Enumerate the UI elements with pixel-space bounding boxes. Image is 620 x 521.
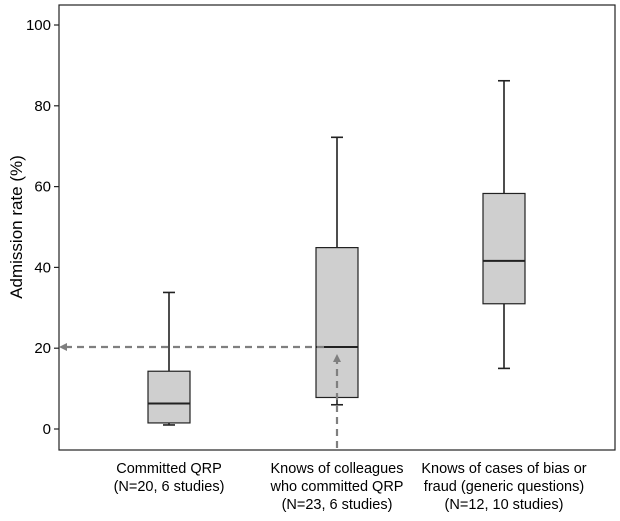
box-group-1 — [147, 291, 191, 426]
x-label-2-line-3: (N=23, 6 studies) — [282, 497, 393, 513]
y-axis-label: Admission rate (%) — [7, 155, 26, 299]
plot-frame — [58, 4, 616, 451]
y-tick-label-100: 100 — [26, 17, 51, 34]
y-tick-label-40: 40 — [34, 259, 51, 276]
x-label-3-line-1: Knows of cases of bias or — [421, 461, 586, 477]
y-tick-label-80: 80 — [34, 98, 51, 115]
y-tick-label-20: 20 — [34, 340, 51, 357]
box — [147, 370, 191, 424]
annotation-arrows — [59, 342, 341, 448]
x-label-2-line-2: who committed QRP — [270, 479, 404, 495]
box — [482, 192, 526, 305]
y-axis: 0 20 40 60 80 100 — [26, 17, 59, 438]
boxes-layer — [147, 79, 526, 426]
x-label-3-line-2: fraud (generic questions) — [424, 479, 584, 495]
x-label-1-line-1: Committed QRP — [116, 461, 222, 477]
y-tick-label-0: 0 — [43, 421, 51, 438]
x-label-2-line-1: Knows of colleagues — [271, 461, 404, 477]
box-group-2 — [315, 136, 359, 406]
y-tick-label-60: 60 — [34, 179, 51, 196]
x-label-3-line-3: (N=12, 10 studies) — [445, 497, 564, 513]
box-group-3 — [482, 79, 526, 370]
x-axis-labels: Committed QRP (N=20, 6 studies) Knows of c… — [114, 461, 587, 513]
x-label-1-line-2: (N=20, 6 studies) — [114, 479, 225, 495]
